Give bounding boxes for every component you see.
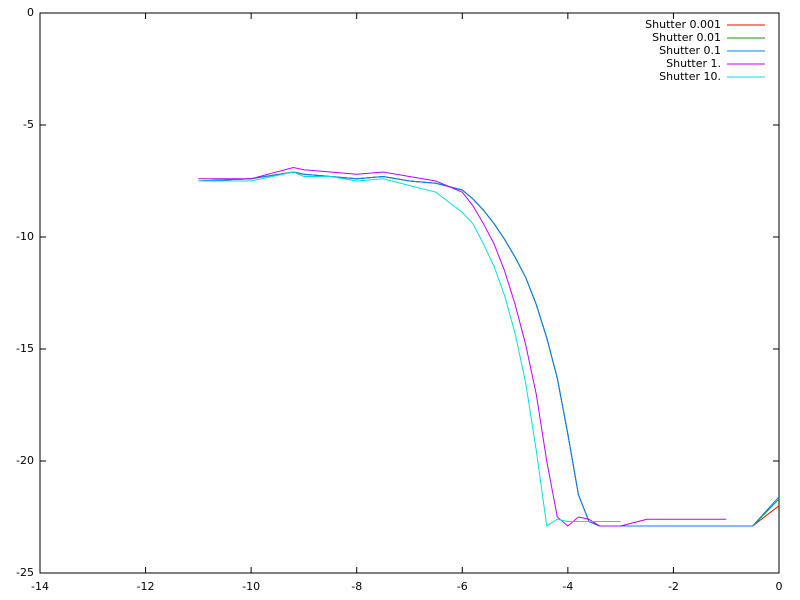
x-tick-label: -12 [137,580,155,593]
series-line [198,171,780,527]
x-tick-label: -6 [457,580,468,593]
x-tick-label: -4 [562,580,573,593]
series-line [198,167,727,527]
legend-label: Shutter 0.1 [659,44,721,57]
legend-label: Shutter 0.001 [645,18,721,31]
x-tick-label: -14 [31,580,49,593]
y-tick-label: -15 [16,342,34,355]
y-tick-label: -10 [16,230,34,243]
legend-label: Shutter 10. [659,70,721,83]
y-tick-label: -20 [16,454,34,467]
y-tick-label: -5 [23,118,34,131]
series-line [198,171,621,527]
x-tick-label: -10 [242,580,260,593]
x-tick-label: -8 [351,580,362,593]
legend-label: Shutter 1. [666,57,721,70]
x-tick-label: 0 [776,580,783,593]
legend-label: Shutter 0.01 [652,31,721,44]
series-line [198,171,780,527]
x-tick-label: -2 [668,580,679,593]
series-line [198,171,780,527]
plot-frame [39,12,780,574]
y-tick-label: 0 [27,6,34,19]
y-tick-label: -25 [16,566,34,579]
